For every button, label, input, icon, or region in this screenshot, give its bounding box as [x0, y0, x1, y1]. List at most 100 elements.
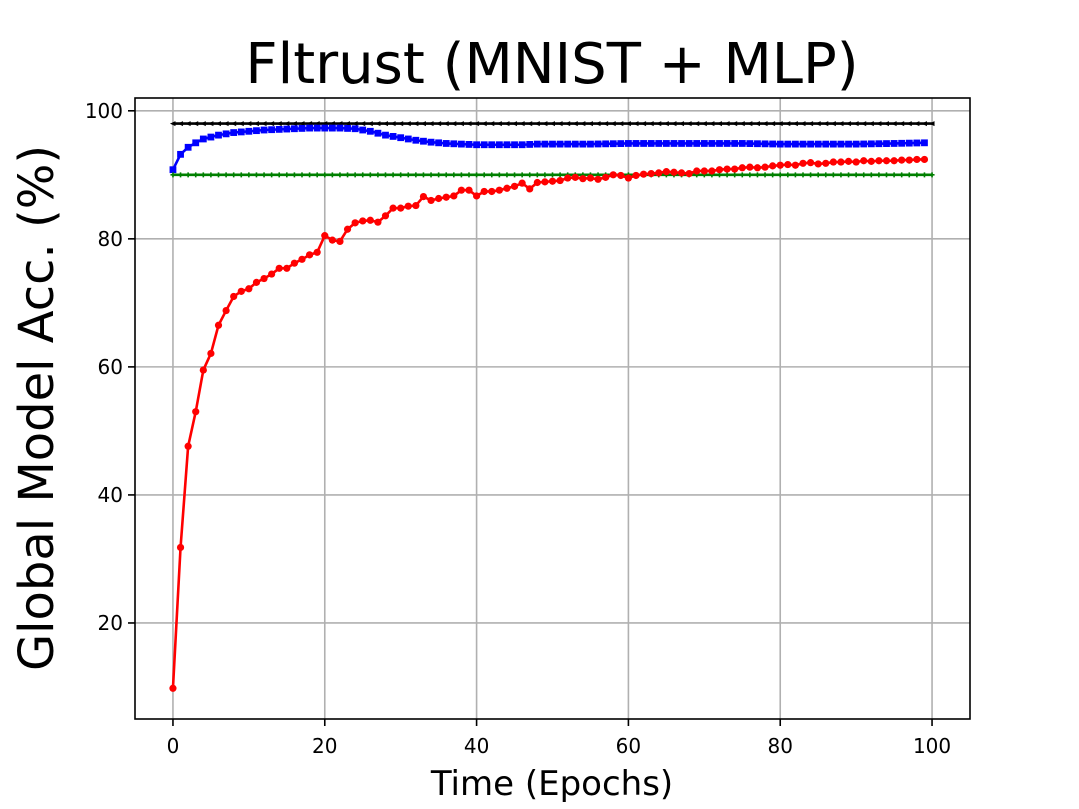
- data-point: [252, 278, 261, 286]
- data-point: [753, 164, 762, 172]
- data-point: [625, 140, 632, 147]
- data-point: [374, 218, 382, 226]
- data-point: [693, 140, 701, 147]
- data-point: [496, 172, 502, 178]
- data-point: [701, 121, 707, 127]
- data-point: [731, 121, 738, 127]
- data-point: [557, 172, 563, 178]
- data-point: [405, 172, 411, 178]
- data-point: [906, 172, 912, 178]
- data-point: [420, 172, 426, 178]
- data-point: [199, 366, 207, 374]
- data-point: [328, 124, 336, 132]
- data-point: [451, 172, 457, 178]
- data-point: [184, 143, 192, 151]
- data-point: [784, 121, 791, 127]
- data-point: [700, 167, 708, 175]
- data-point: [587, 121, 593, 127]
- data-point: [450, 192, 458, 200]
- data-point: [231, 172, 237, 178]
- data-point: [283, 125, 291, 133]
- data-point: [882, 157, 891, 165]
- data-point: [708, 167, 716, 175]
- y-tick-label: 60: [98, 355, 123, 379]
- data-point: [215, 131, 222, 139]
- data-point: [784, 140, 792, 148]
- data-point: [738, 164, 746, 172]
- data-point: [723, 140, 731, 147]
- data-point: [313, 124, 321, 132]
- data-point: [617, 121, 624, 127]
- data-point: [632, 140, 640, 147]
- data-point: [762, 121, 768, 127]
- data-point: [351, 125, 359, 133]
- data-point: [488, 121, 495, 127]
- data-point: [913, 155, 921, 164]
- data-point: [360, 172, 366, 178]
- data-point: [776, 161, 784, 169]
- data-point: [276, 121, 282, 127]
- data-point: [260, 274, 268, 283]
- data-point: [291, 125, 298, 133]
- data-point: [305, 251, 314, 259]
- data-point: [253, 172, 259, 178]
- y-tick-label: 20: [98, 611, 123, 635]
- data-point: [913, 139, 921, 147]
- data-point: [503, 141, 511, 149]
- data-point: [193, 172, 199, 178]
- data-point: [404, 135, 412, 143]
- data-point: [815, 172, 821, 178]
- data-point: [792, 172, 798, 178]
- data-point: [420, 121, 426, 127]
- data-point: [526, 141, 534, 148]
- data-point: [291, 172, 297, 178]
- data-point: [192, 139, 200, 147]
- data-point: [564, 174, 572, 182]
- data-point: [640, 121, 647, 127]
- data-point: [481, 172, 487, 178]
- data-point: [222, 130, 230, 138]
- data-point: [474, 172, 480, 178]
- data-point: [838, 172, 844, 178]
- plot-frame: [134, 97, 971, 720]
- data-point: [876, 172, 882, 178]
- data-point: [861, 172, 867, 178]
- data-point: [557, 121, 563, 127]
- data-point: [905, 156, 913, 164]
- data-point: [678, 140, 685, 147]
- data-point: [655, 140, 663, 147]
- data-point: [374, 129, 382, 137]
- data-point: [731, 165, 739, 173]
- data-point: [307, 172, 313, 178]
- data-point: [708, 140, 716, 147]
- y-tick-label: 100: [85, 99, 123, 123]
- series-3: [169, 155, 929, 692]
- data-point: [510, 182, 519, 190]
- data-point: [549, 140, 556, 148]
- data-point: [845, 121, 852, 127]
- data-point: [496, 121, 502, 127]
- data-point: [207, 133, 215, 141]
- data-point: [572, 121, 578, 127]
- data-point: [617, 140, 625, 147]
- data-point: [784, 160, 792, 169]
- data-point: [556, 140, 564, 148]
- data-point: [625, 121, 631, 127]
- x-tick-label: 0: [167, 734, 180, 758]
- data-point: [830, 121, 836, 127]
- data-point: [412, 201, 420, 210]
- series-1: [169, 124, 928, 174]
- data-point: [868, 172, 874, 178]
- data-point: [352, 121, 358, 127]
- data-point: [921, 139, 928, 147]
- x-tick-label: 20: [312, 734, 337, 758]
- data-point: [397, 204, 405, 212]
- data-point: [534, 172, 540, 178]
- data-point: [799, 140, 807, 148]
- data-point: [269, 172, 275, 178]
- data-point: [472, 192, 481, 200]
- data-point: [708, 121, 715, 127]
- data-point: [405, 121, 411, 127]
- data-point: [412, 121, 419, 127]
